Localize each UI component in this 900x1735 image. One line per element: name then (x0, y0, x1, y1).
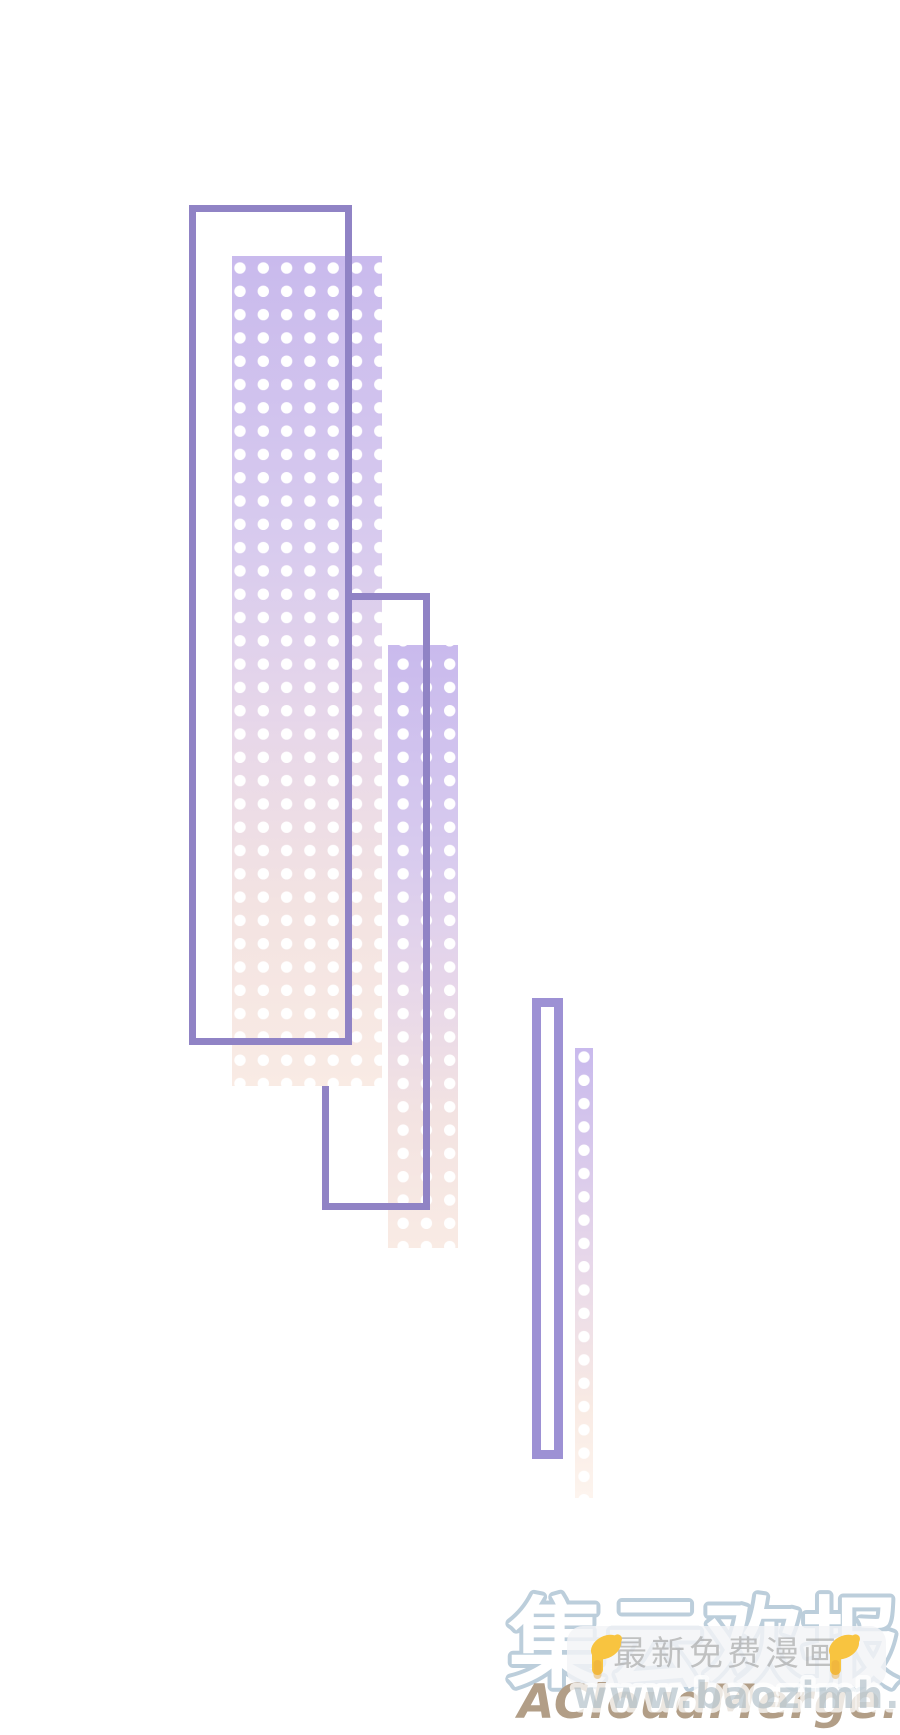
banner-pill (567, 1626, 886, 1687)
outline-frame-3 (532, 998, 563, 1459)
brand-watermark-text: ACloudMerge.com (514, 1675, 900, 1730)
point-down-emoji-icon (590, 1634, 622, 1679)
dotted-panel-1 (232, 256, 382, 1086)
banner-text: 最新免费漫画 (613, 1634, 841, 1674)
site-url-text: www.baozimh.com (573, 1674, 900, 1717)
dotted-panel-3 (575, 1048, 593, 1498)
outline-frame-1 (189, 205, 352, 1045)
watermark-cluster: 集云欢报 最新免费漫画 ACloudMerge.com www.baozimh.… (503, 1584, 900, 1730)
point-down-emoji-icon (828, 1634, 860, 1679)
